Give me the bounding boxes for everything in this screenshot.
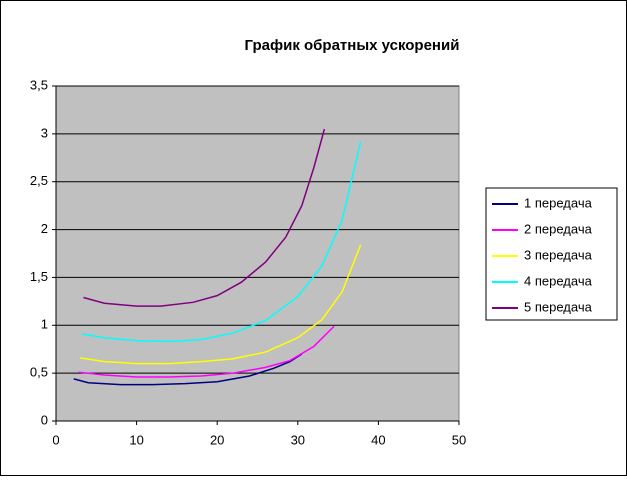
y-tick-label: 3,5 <box>30 77 48 92</box>
x-tick-label: 30 <box>291 432 305 447</box>
y-tick-label: 2,5 <box>30 173 48 188</box>
legend-label: 3 передача <box>524 247 593 262</box>
y-tick-label: 1,5 <box>30 269 48 284</box>
x-tick-label: 40 <box>371 432 385 447</box>
series-line <box>78 325 335 378</box>
y-tick-label: 1 <box>41 317 48 332</box>
x-tick-label: 0 <box>52 432 59 447</box>
y-tick-label: 0,5 <box>30 365 48 380</box>
y-tick-label: 3 <box>41 125 48 140</box>
plot-area <box>55 85 460 422</box>
y-tick-label: 2 <box>41 221 48 236</box>
legend-label: 5 передача <box>524 299 593 314</box>
legend-label: 4 передача <box>524 273 593 288</box>
x-tick-label: 10 <box>129 432 143 447</box>
chart-title: График обратных ускорений <box>245 37 460 54</box>
series-line <box>80 244 362 365</box>
series-line <box>83 128 326 307</box>
legend-label: 2 передача <box>524 221 593 236</box>
y-tick-label: 0 <box>41 412 48 427</box>
series-line <box>81 141 362 343</box>
legend <box>485 187 618 321</box>
series-line <box>73 353 303 386</box>
x-tick-label: 20 <box>210 432 224 447</box>
x-tick-label: 50 <box>452 432 466 447</box>
legend-label: 1 передача <box>524 195 593 210</box>
